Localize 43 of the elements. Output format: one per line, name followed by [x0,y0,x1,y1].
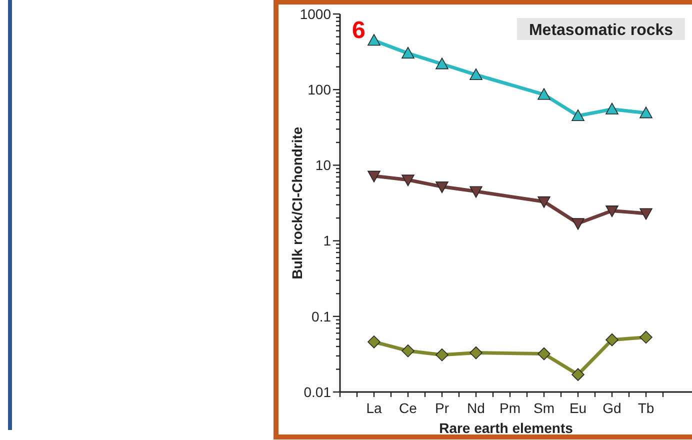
point [368,34,380,46]
point [572,368,584,381]
point [572,109,584,122]
y-tick-label: 0.01 [304,384,332,400]
x-tick-label: Nd [467,400,485,416]
point [572,218,584,230]
point [436,181,448,194]
y-tick-label: 100 [308,82,332,98]
point [402,46,414,59]
point [436,58,448,70]
point [640,208,652,220]
point [538,196,550,208]
point [368,170,380,182]
y-tick-label: 1 [323,232,332,249]
y-tick-label: 0.1 [312,308,332,324]
x-tick-label: Ce [399,400,418,416]
point [606,102,618,114]
x-tick-label: Gd [602,400,622,416]
point [470,68,482,80]
y-axis-title: Bulk rock/CI-Chondrite [289,126,305,280]
annotation: 6 [352,17,366,44]
y-tick-label: 10 [315,157,332,174]
x-tick-label: Tb [638,400,654,416]
x-tick-label: Pm [500,400,520,416]
x-tick-label: Pr [435,400,450,416]
point [402,344,414,358]
y-tick-label: 1000 [300,6,332,22]
point [470,346,482,360]
point [402,174,414,186]
point [470,186,482,198]
point [436,348,448,362]
text: Metasomatic rocks [528,22,674,39]
point [606,333,618,346]
point [538,347,550,360]
point [640,330,652,344]
point [368,335,380,348]
x-axis-title: Rare earth elements [439,420,574,436]
x-tick-label: Eu [569,400,587,416]
point [538,88,550,100]
point [606,206,618,218]
x-tick-label: La [366,400,382,416]
x-tick-label: Sm [534,400,554,416]
point [640,106,652,118]
